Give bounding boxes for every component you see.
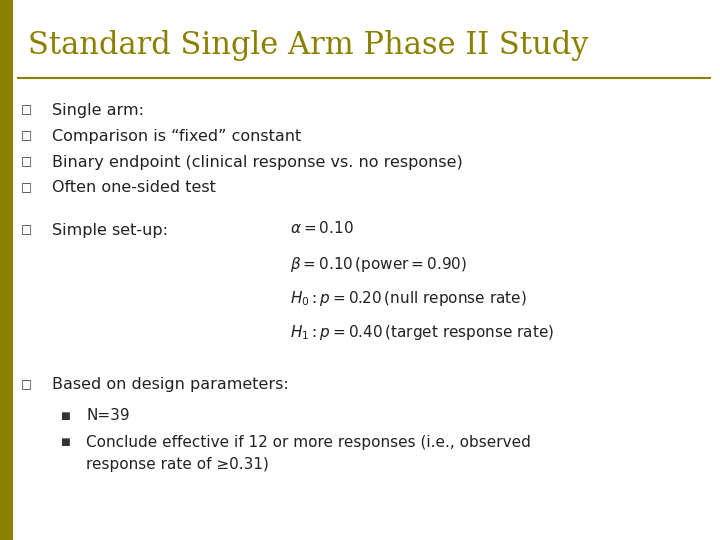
Text: □: □	[20, 181, 32, 194]
Text: □: □	[20, 104, 32, 117]
Text: □: □	[20, 130, 32, 143]
Text: Standard Single Arm Phase II Study: Standard Single Arm Phase II Study	[28, 30, 588, 61]
Text: ■: ■	[60, 437, 70, 447]
Text: Binary endpoint (clinical response vs. no response): Binary endpoint (clinical response vs. n…	[52, 154, 463, 170]
Text: $\alpha = 0.10$: $\alpha = 0.10$	[290, 220, 354, 236]
Text: $\beta = 0.10\,(\mathrm{power} = 0.90)$: $\beta = 0.10\,(\mathrm{power} = 0.90)$	[290, 254, 467, 273]
Text: Conclude effective if 12 or more responses (i.e., observed: Conclude effective if 12 or more respons…	[86, 435, 531, 449]
Text: Often one-sided test: Often one-sided test	[52, 180, 216, 195]
Text: □: □	[20, 156, 32, 168]
Text: Single arm:: Single arm:	[52, 103, 144, 118]
Text: $H_1 : p = 0.40\,(\mathrm{target\ response\ rate})$: $H_1 : p = 0.40\,(\mathrm{target\ respon…	[290, 322, 554, 341]
Text: $H_0 : p = 0.20\,(\mathrm{null\ reponse\ rate})$: $H_0 : p = 0.20\,(\mathrm{null\ reponse\…	[290, 288, 526, 307]
Text: Comparison is “fixed” constant: Comparison is “fixed” constant	[52, 129, 301, 144]
Bar	[0, 0, 13, 540]
Text: □: □	[20, 224, 32, 237]
Text: Based on design parameters:: Based on design parameters:	[52, 377, 289, 393]
Text: ■: ■	[60, 411, 70, 421]
Text: N=39: N=39	[86, 408, 130, 423]
Text: Simple set-up:: Simple set-up:	[52, 222, 168, 238]
Text: response rate of ≥0.31): response rate of ≥0.31)	[86, 456, 269, 471]
Text: □: □	[20, 379, 32, 392]
